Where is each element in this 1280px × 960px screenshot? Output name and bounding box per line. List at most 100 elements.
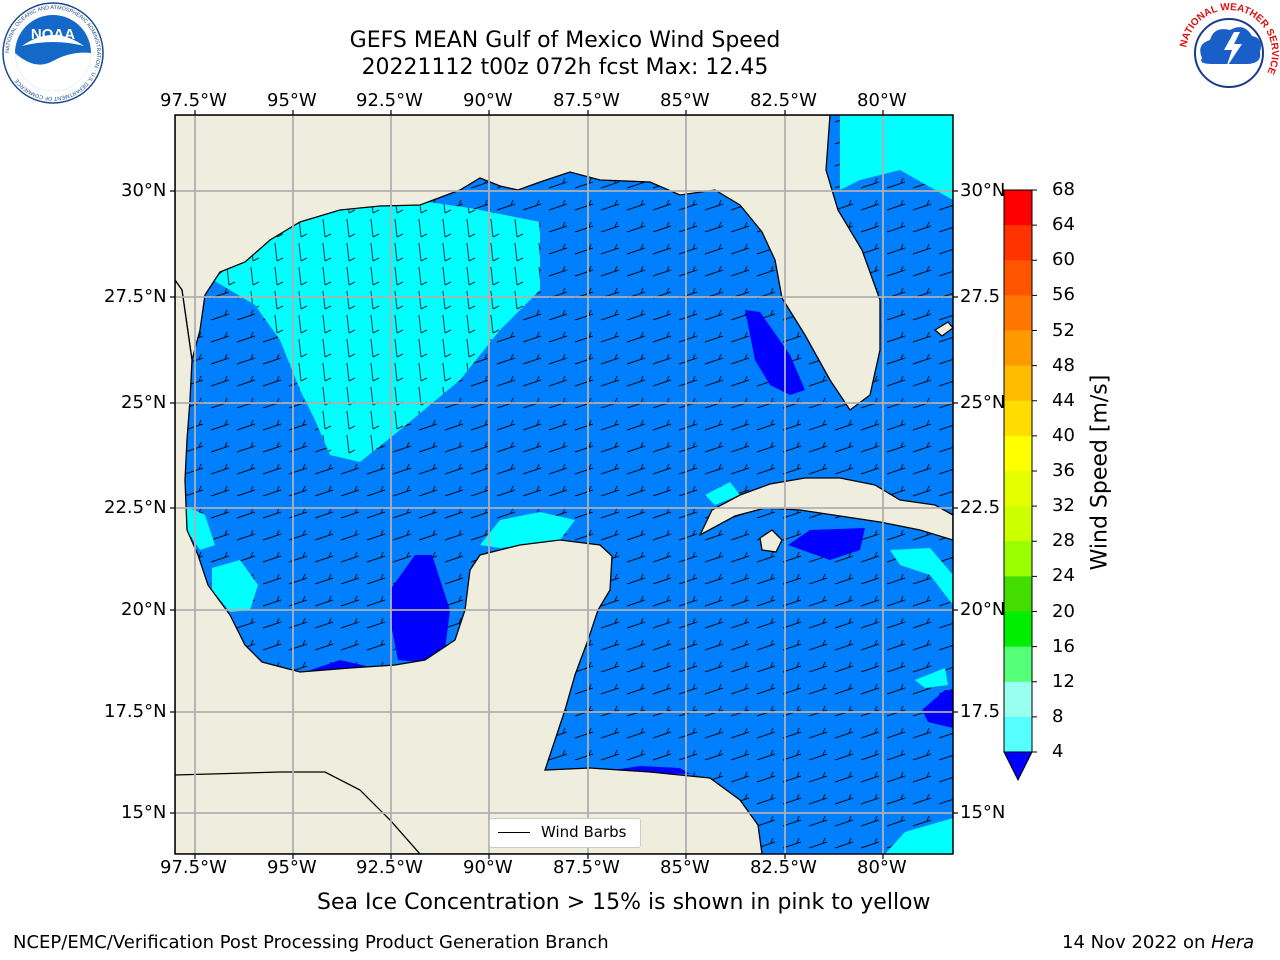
colorbar-tick-label: 48 — [1052, 354, 1075, 376]
lat-label-right: 30°N — [960, 180, 1006, 201]
colorbar-label: Wind Speed [m/s] — [1087, 374, 1113, 571]
wind-8-12-mexico — [212, 560, 258, 612]
colorbar-tick-label: 16 — [1052, 635, 1075, 657]
wind-under-4-east-gulf — [745, 310, 805, 395]
colorbar-tick-label: 68 — [1052, 179, 1075, 200]
lat-label-right: 15°N — [960, 802, 1006, 823]
colorbar-tick-label: 24 — [1052, 565, 1075, 587]
land-mexico — [175, 278, 763, 854]
colorbar-tick-label: 40 — [1052, 424, 1075, 446]
lon-label-bottom: 82.5°W — [750, 857, 817, 878]
colorbar-tick-label: 4 — [1052, 741, 1064, 762]
lon-label-bottom: 80°W — [857, 857, 907, 878]
colorbar — [1003, 189, 1037, 782]
colorbar-segment — [1004, 541, 1032, 577]
land-masses — [175, 115, 953, 854]
colorbar-tick-label: 44 — [1052, 389, 1075, 411]
wind-8-12-yucatan — [480, 512, 575, 548]
land-bahamas — [933, 321, 953, 337]
chart-title-line1: GEFS MEAN Gulf of Mexico Wind Speed — [349, 28, 781, 53]
lat-label-right: 22.5 — [960, 497, 1001, 518]
colorbar-segment — [1004, 646, 1032, 683]
lon-label-top: 87.5°W — [553, 90, 620, 111]
lon-label-top: 95°W — [267, 90, 317, 111]
lon-label-top: 90°W — [463, 90, 513, 111]
axis-ticks — [170, 110, 958, 859]
colorbar-segment — [1004, 190, 1032, 226]
colorbar-segment — [1004, 365, 1032, 402]
lon-label-bottom: 95°W — [267, 857, 317, 878]
colorbar-tick-label: 52 — [1052, 319, 1075, 341]
lat-label-left: 25°N — [121, 392, 167, 413]
colorbar-segment — [1004, 330, 1032, 367]
lon-label-bottom: 97.5°W — [160, 857, 227, 878]
land-isla-juventud — [759, 529, 783, 553]
colorbar-segment — [1004, 611, 1032, 648]
lat-label-right: 25°N — [960, 392, 1006, 413]
colorbar-tick-label: 12 — [1052, 670, 1075, 692]
footer-right: 14 Nov 2022 on Hera — [1062, 932, 1254, 953]
nws-logo: NATIONAL WEATHER SERVICE — [1178, 2, 1280, 103]
lon-label-top: 85°W — [660, 90, 710, 111]
lon-label-bottom: 90°W — [463, 857, 513, 878]
colorbar-segment — [1004, 260, 1032, 296]
wind-under-4-caribbean — [922, 690, 953, 728]
lat-label-left: 17.5°N — [104, 701, 167, 722]
lat-label-left: 27.5°N — [104, 286, 167, 307]
wind-8-12-cuba — [705, 482, 740, 505]
footer-left: NCEP/EMC/Verification Post Processing Pr… — [13, 932, 609, 953]
lat-label-right: 27.5 — [960, 286, 1001, 307]
graticule — [175, 115, 953, 854]
colorbar-tick-label: 32 — [1052, 495, 1075, 517]
lat-label-left: 20°N — [121, 599, 167, 620]
land-us — [175, 115, 881, 411]
legend-line-icon — [498, 832, 530, 833]
lon-label-bottom: 92.5°W — [356, 857, 423, 878]
colorbar-tick-label: 28 — [1052, 530, 1075, 552]
lat-label-left: 15°N — [121, 802, 167, 823]
lat-label-right: 20°N — [960, 599, 1006, 620]
lon-label-bottom: 85°W — [660, 857, 710, 878]
wind-under-4-cuba-south — [788, 528, 865, 560]
wind-under-4-campeche — [390, 555, 450, 662]
colorbar-tick-label: 8 — [1052, 705, 1064, 727]
sea-ice-note: Sea Ice Concentration > 15% is shown in … — [317, 890, 931, 915]
colorbar-tick-label: 20 — [1052, 600, 1075, 622]
lon-label-top: 92.5°W — [356, 90, 423, 111]
colorbar-tick-label: 60 — [1052, 249, 1075, 271]
colorbar-tick-label: 56 — [1052, 284, 1075, 306]
colorbar-segment — [1004, 716, 1032, 753]
chart-title-line2: 20221112 t00z 072h fcst Max: 12.45 — [361, 55, 769, 80]
map-legend: Wind Barbs — [489, 818, 641, 848]
legend-label: Wind Barbs — [541, 823, 627, 841]
wind-8-12-west — [183, 505, 215, 550]
colorbar-tick-label: 36 — [1052, 460, 1075, 481]
colorbar-segment — [1004, 681, 1032, 718]
wind-8-12-se — [885, 818, 953, 854]
noaa-logo: NOAA NATIONAL OCEANIC AND ATMOSPHERIC AD… — [2, 2, 104, 104]
colorbar-segment — [1004, 400, 1032, 437]
wind-8-12-bahamas — [890, 548, 953, 605]
colorbar-segment — [1004, 471, 1032, 507]
colorbar-segment — [1004, 506, 1032, 542]
colorbar-segment — [1004, 576, 1032, 612]
lat-label-left: 30°N — [121, 180, 167, 201]
lon-label-top: 97.5°W — [160, 90, 227, 111]
colorbar-under-arrow — [1003, 751, 1033, 782]
lat-label-left: 22.5°N — [104, 497, 167, 518]
colorbar-segment — [1004, 435, 1032, 472]
lat-label-right: 17.5 — [960, 701, 1001, 722]
colorbar-tick-label: 64 — [1052, 214, 1075, 236]
lon-label-top: 80°W — [857, 90, 907, 111]
noaa-logo-text: NOAA — [31, 26, 75, 43]
lon-label-top: 82.5°W — [750, 90, 817, 111]
map-frame — [174, 114, 954, 855]
footer-machine: Hera — [1211, 932, 1255, 953]
colorbar-segment — [1004, 225, 1032, 261]
footer-date: 14 Nov 2022 on — [1062, 932, 1212, 953]
lon-label-bottom: 87.5°W — [553, 857, 620, 878]
colorbar-segment — [1004, 295, 1032, 331]
land-cuba — [698, 477, 953, 541]
wind-8-12-caribbean — [915, 668, 948, 688]
